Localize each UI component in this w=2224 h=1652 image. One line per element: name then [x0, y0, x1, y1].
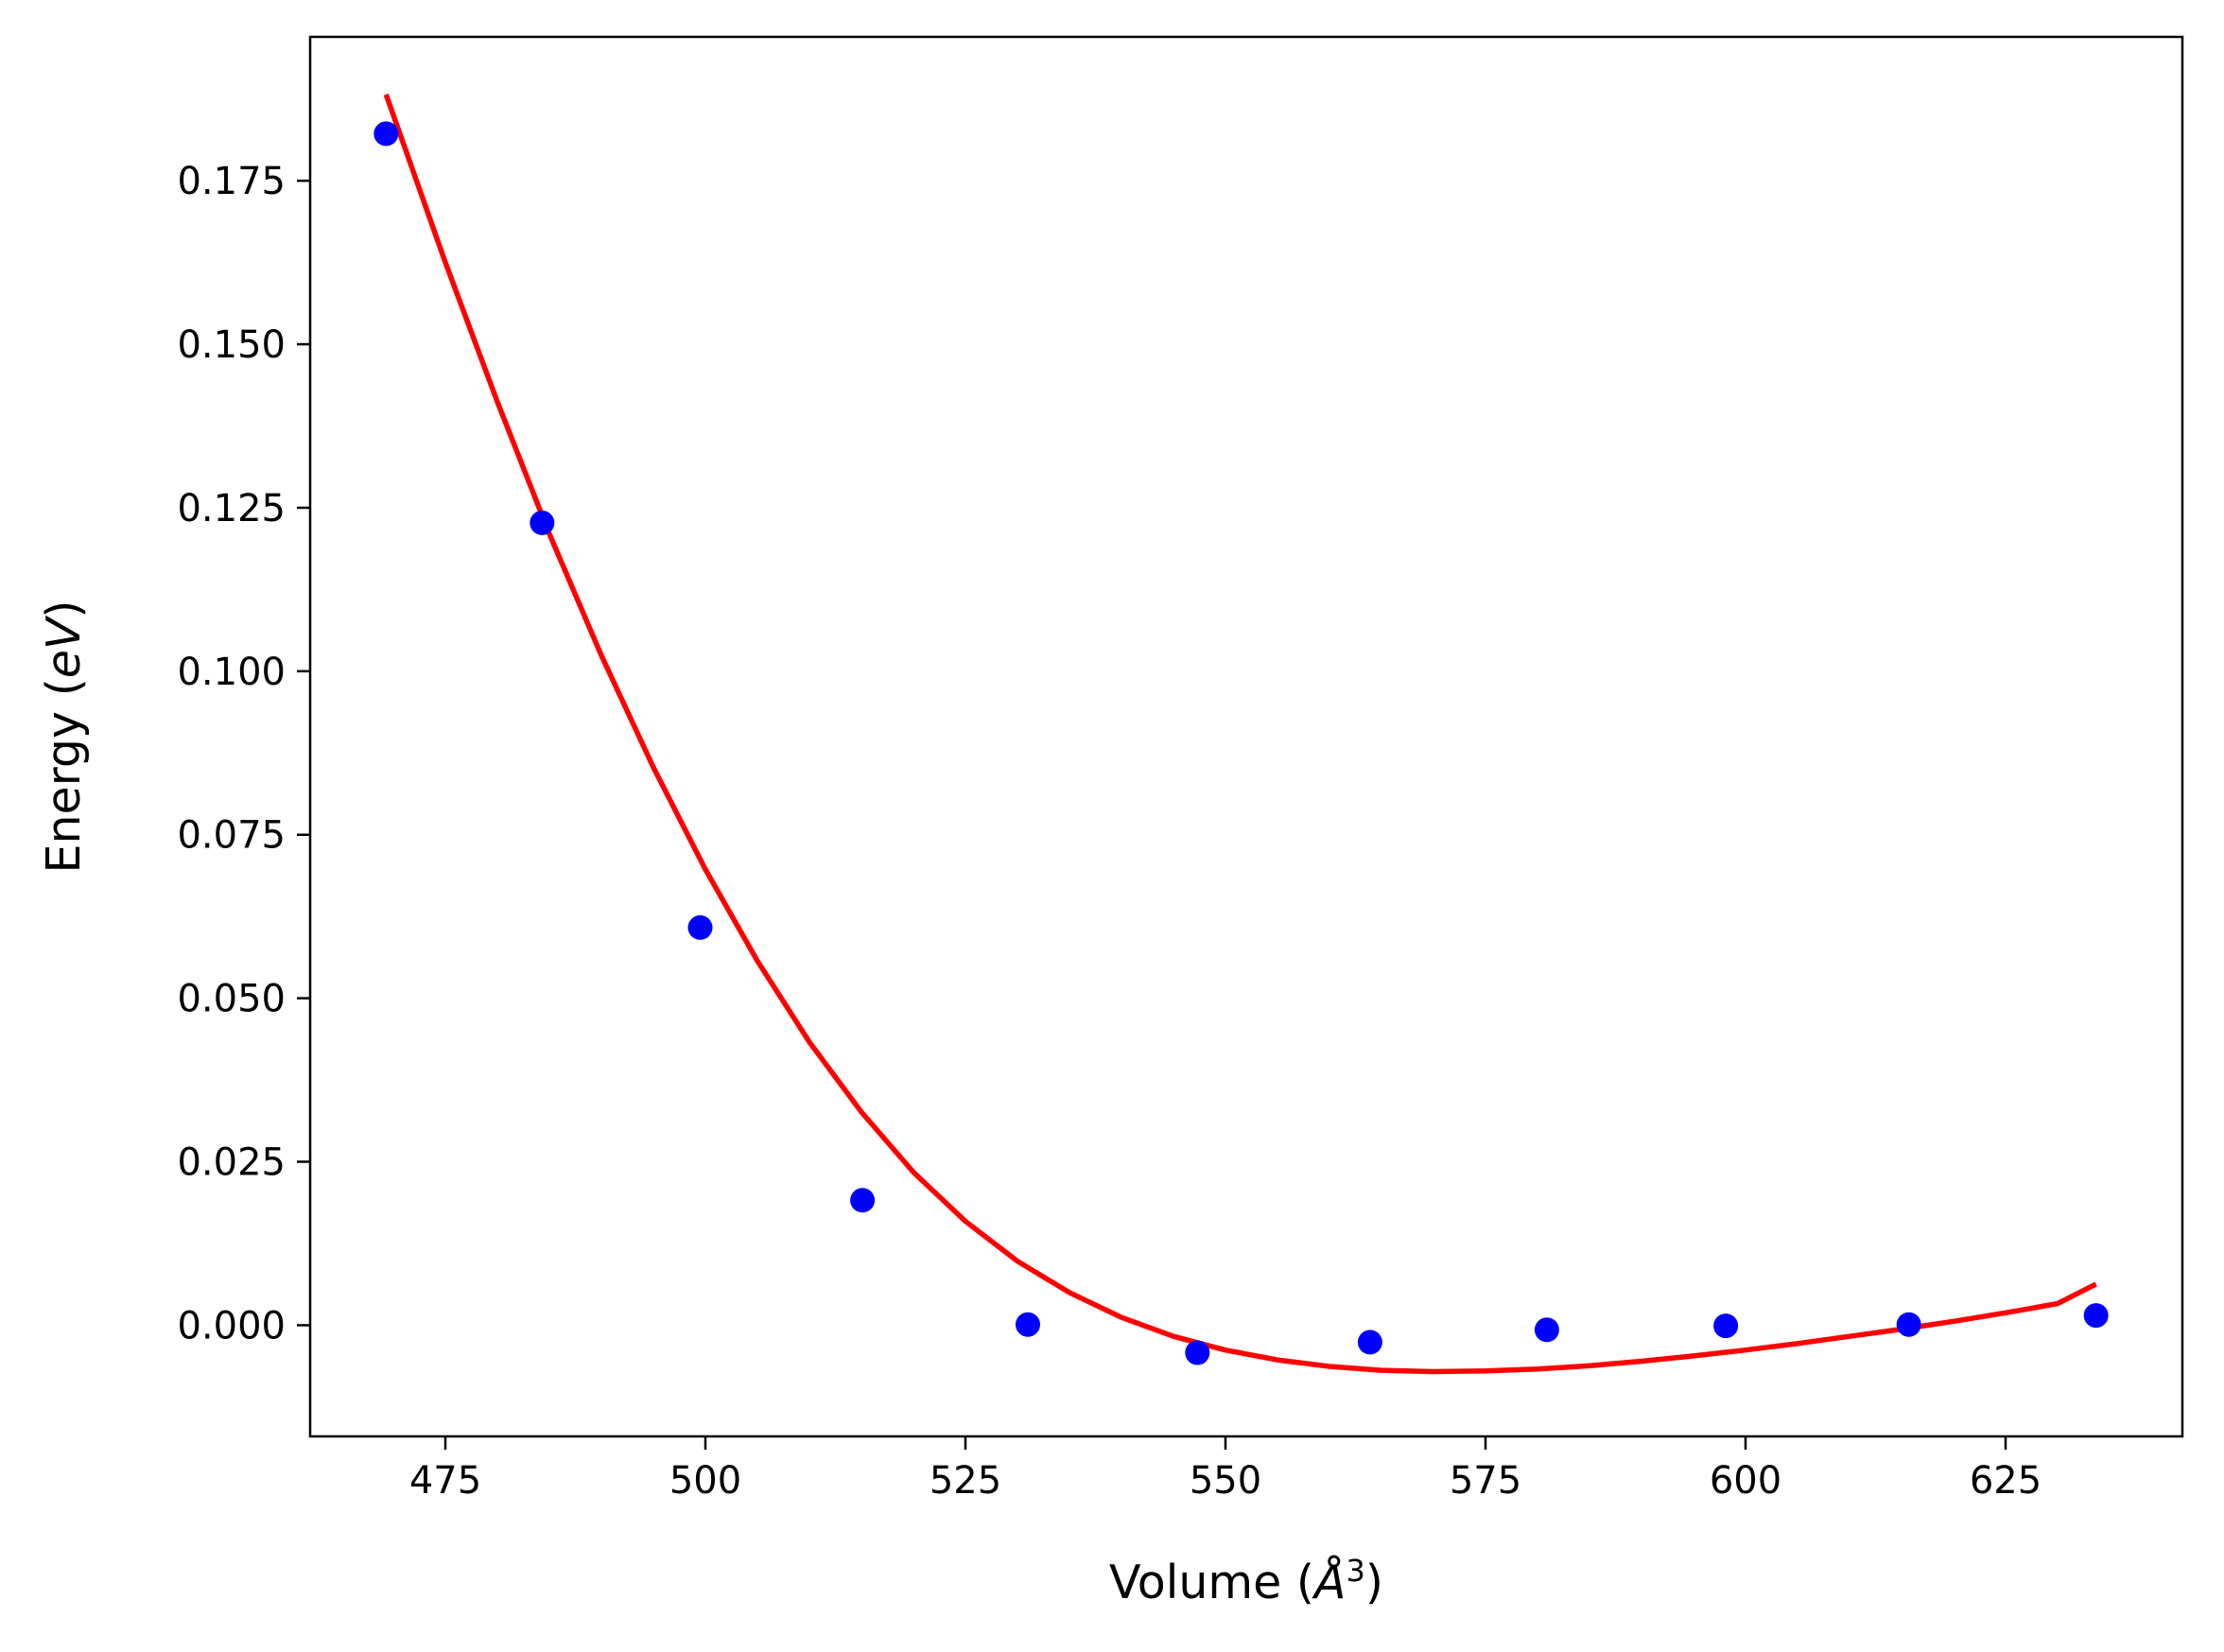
y-axis-ticks: 0.000 0.025 0.050 0.075 0.100 0.125 0.150 0.175	[177, 160, 310, 1348]
x-tick-label: 475	[409, 1459, 481, 1503]
data-point	[1185, 1340, 1210, 1365]
y-tick-label: 0.075	[177, 814, 286, 858]
data-point	[1534, 1317, 1559, 1343]
y-tick-label: 0.000	[177, 1304, 286, 1348]
data-point	[1896, 1312, 1921, 1337]
fit-curve	[383, 93, 2097, 1375]
plot-frame	[308, 35, 2184, 1438]
data-point	[530, 510, 555, 535]
x-tick-label: 550	[1190, 1459, 1261, 1503]
x-tick-label: 600	[1710, 1459, 1781, 1503]
y-tick-label: 0.175	[177, 160, 286, 203]
x-axis-ticks: 475 500 525 550 575 600 625	[409, 1436, 2042, 1503]
data-point	[2083, 1303, 2109, 1329]
x-tick-label: 575	[1450, 1459, 1521, 1503]
y-tick-label: 0.050	[177, 978, 286, 1021]
data-point	[1016, 1312, 1040, 1337]
y-tick-label: 0.150	[177, 323, 286, 367]
x-tick-label: 625	[1970, 1459, 2042, 1503]
y-tick-label: 0.100	[177, 651, 286, 694]
x-axis-label: Volume (Å3)	[1109, 1553, 1383, 1609]
data-point	[1357, 1330, 1382, 1355]
fit-curve-layer	[383, 93, 2097, 1375]
x-tick-label: 500	[669, 1459, 741, 1503]
data-point	[1713, 1313, 1739, 1339]
y-axis-label: Energy (eV)	[37, 600, 91, 873]
y-tick-label: 0.025	[177, 1141, 286, 1185]
y-tick-label: 0.125	[177, 487, 286, 530]
plot-background	[310, 37, 2182, 1436]
x-tick-label: 525	[930, 1459, 1001, 1503]
data-points-layer	[374, 121, 2109, 1365]
data-point	[850, 1188, 876, 1213]
data-point	[374, 121, 399, 147]
data-point	[687, 914, 713, 940]
